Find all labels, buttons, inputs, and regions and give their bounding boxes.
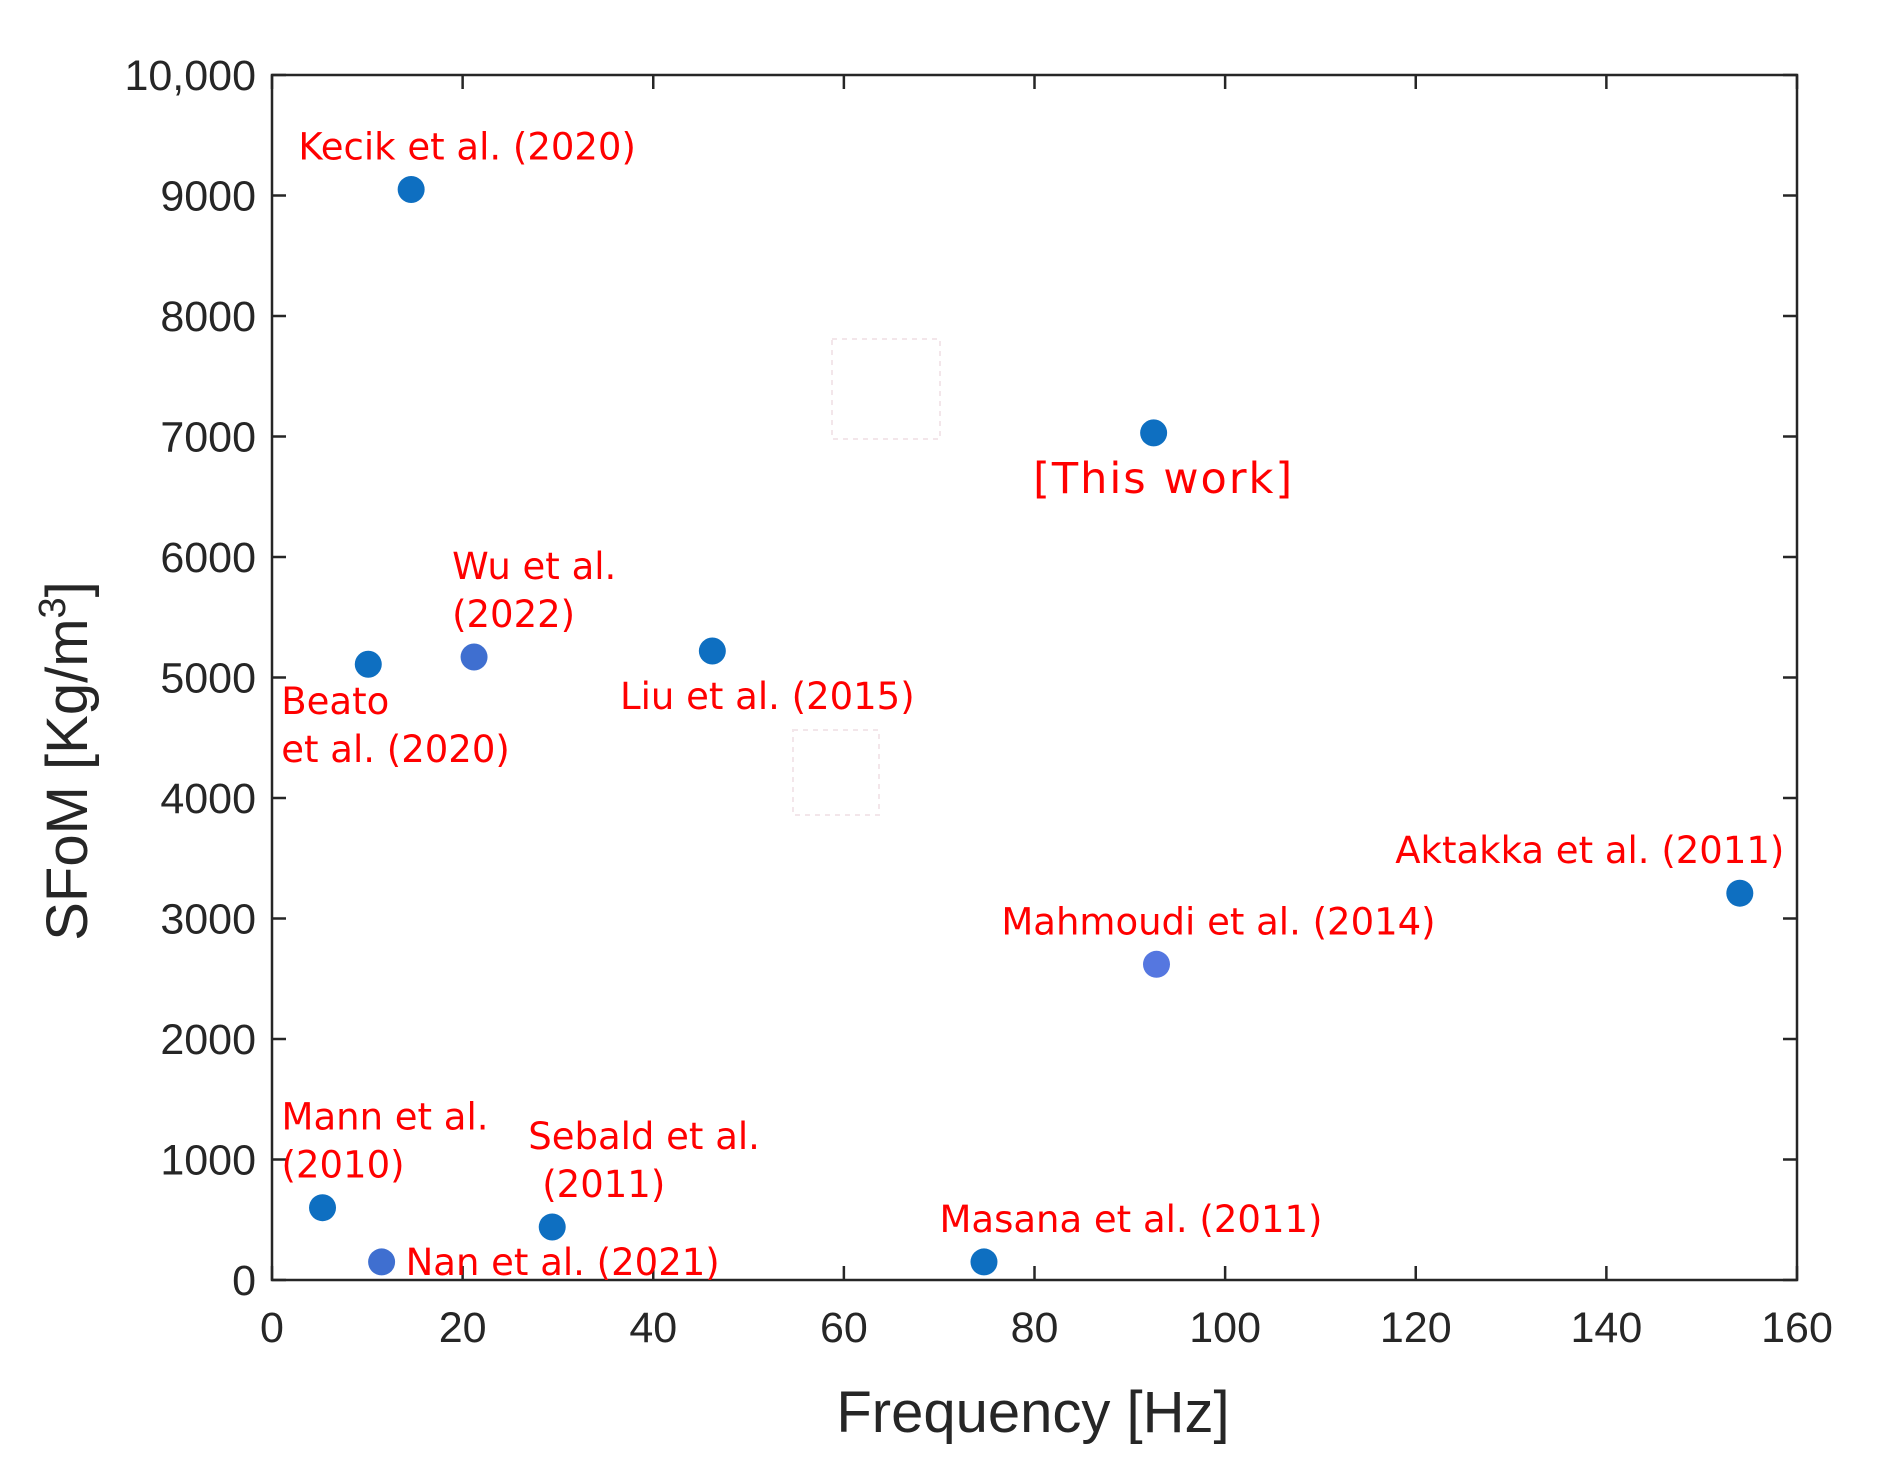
y-tick-label: 4000 [160,775,256,823]
data-label: [This work] [1033,454,1294,504]
x-tick-label: 120 [1380,1304,1452,1352]
data-label: Mahmoudi et al. (2014) [1001,900,1435,943]
data-point [368,1248,396,1276]
y-tick-label: 9000 [160,173,256,221]
data-label: Nan et al. (2021) [406,1241,720,1284]
tick-labels: 0 20 40 60 80 100 120 140 160 0 1000 2000 3000 4000 50… [124,52,1832,1352]
x-tick-label: 60 [820,1304,868,1352]
data-point [354,650,382,678]
y-axis-title-superscript: 3 [32,597,74,618]
data-point [538,1213,566,1241]
y-tick-label: 3000 [160,896,256,944]
x-tick-label: 140 [1571,1304,1643,1352]
data-point [1143,950,1170,978]
data-labels: Kecik et al. (2020) [This work] Beato et al… [281,125,1784,1283]
y-axis-title: SFoM [Kg/m3] [32,581,100,941]
data-point [1726,879,1754,907]
data-points [309,175,1754,1276]
x-tick-label: 100 [1189,1304,1261,1352]
placeholder-box-upper [831,338,941,440]
x-tick-label: 80 [1011,1304,1059,1352]
y-tick-label: 6000 [160,534,256,582]
data-point [970,1248,998,1276]
data-label: Liu et al. (2015) [620,675,915,718]
data-label: (2022) [452,593,575,636]
y-tick-label: 8000 [160,293,256,341]
y-tick-label: 1000 [160,1137,256,1185]
y-tick-label: 0 [232,1257,256,1305]
y-tick-label: 5000 [160,655,256,703]
data-label: (2010) [282,1144,405,1187]
data-label: Sebald et al. [528,1115,760,1158]
data-point [698,637,726,665]
y-axis-title-suffix: ] [35,581,100,597]
x-tick-label: 20 [439,1304,487,1352]
axis-ticks [270,73,1799,1282]
data-label: Kecik et al. (2020) [298,125,636,168]
y-tick-label: 7000 [160,414,256,462]
x-tick-label: 160 [1761,1304,1833,1352]
y-tick-label: 10,000 [124,52,256,100]
data-label: Wu et al. [452,545,616,588]
data-label: et al. (2020) [281,728,510,771]
data-label: (2011) [542,1163,665,1206]
data-point [397,175,425,203]
data-label: Masana et al. (2011) [939,1198,1322,1241]
data-label: Beato [281,680,389,723]
data-point [460,643,488,671]
y-axis-title-main: SFoM [Kg/m [35,618,100,940]
data-label: Mann et al. [282,1096,489,1139]
placeholder-box-lower [792,729,880,816]
x-tick-label: 40 [629,1304,677,1352]
data-label: Aktakka et al. (2011) [1395,829,1784,872]
y-tick-label: 2000 [160,1016,256,1064]
data-point [1140,419,1168,447]
x-axis-title: Frequency [Hz] [836,1380,1229,1445]
x-tick-label: 0 [260,1304,284,1352]
data-point [309,1194,337,1222]
